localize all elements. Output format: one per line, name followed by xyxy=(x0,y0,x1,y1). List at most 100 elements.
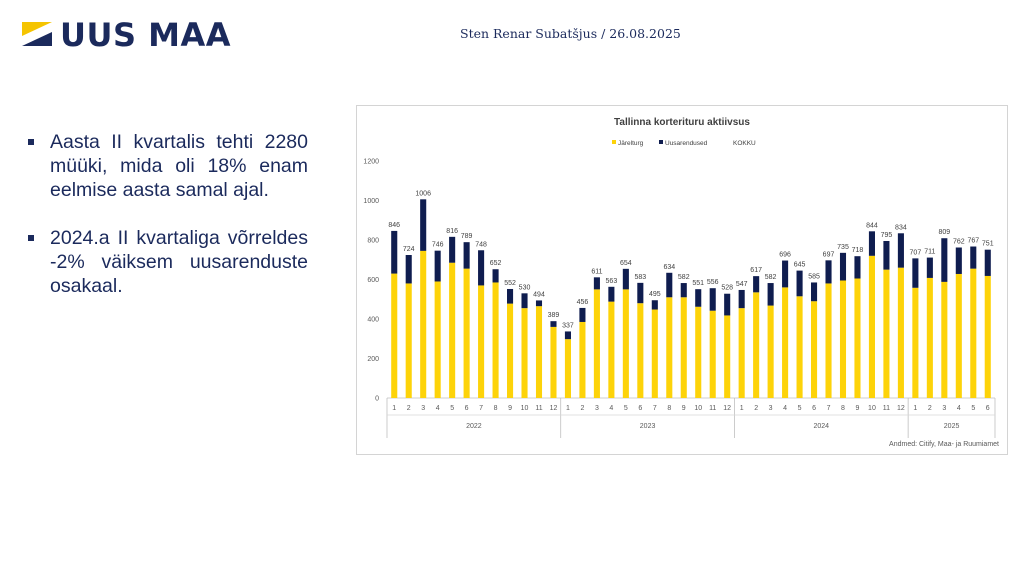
bar-new-development xyxy=(478,250,485,286)
bullet-text: Aasta II kvartalis tehti 2280 müüki, mid… xyxy=(50,131,308,201)
x-tick-label: 6 xyxy=(986,405,990,412)
bar-new-development xyxy=(579,307,586,322)
bar-resale xyxy=(854,278,861,398)
bar-new-development xyxy=(449,236,456,263)
bar-resale xyxy=(811,301,818,398)
x-tick-label: 1 xyxy=(566,405,570,412)
x-tick-label: 4 xyxy=(609,405,613,412)
bar-new-development xyxy=(521,293,528,309)
x-group-label: 2022 xyxy=(466,423,482,430)
bar-new-development xyxy=(593,277,600,290)
bar-resale xyxy=(637,303,644,398)
bar-resale xyxy=(883,269,890,398)
total-data-label: 652 xyxy=(490,260,502,267)
bar-new-development xyxy=(463,242,470,269)
total-data-label: 816 xyxy=(446,228,458,235)
y-tick-label: 0 xyxy=(375,396,379,403)
x-tick-label: 3 xyxy=(595,405,599,412)
bar-new-development xyxy=(839,252,847,281)
bar-new-development xyxy=(666,272,673,298)
bar-resale xyxy=(753,292,760,398)
x-tick-label: 4 xyxy=(957,405,961,412)
bullet-text: 2024.a II kvartaliga võrreldes -2% väiks… xyxy=(50,227,308,297)
bar-new-development xyxy=(868,231,875,256)
bar-new-development xyxy=(651,300,658,310)
y-tick-label: 800 xyxy=(367,238,379,245)
total-data-label: 337 xyxy=(562,322,574,329)
x-tick-label: 3 xyxy=(769,405,773,412)
x-tick-label: 2 xyxy=(754,405,758,412)
total-data-label: 746 xyxy=(432,242,444,249)
chart-title: Tallinna korterituru aktiivsus xyxy=(614,117,750,128)
total-data-label: 762 xyxy=(953,239,965,246)
y-tick-label: 1200 xyxy=(363,159,379,166)
total-data-label: 530 xyxy=(519,284,531,291)
bar-resale xyxy=(449,262,456,398)
bar-new-development xyxy=(883,240,890,270)
x-tick-label: 2 xyxy=(580,405,584,412)
bar-new-development xyxy=(420,199,427,251)
total-data-label: 735 xyxy=(837,244,849,251)
bar-resale xyxy=(391,273,398,398)
bar-new-development xyxy=(622,268,629,290)
x-tick-label: 9 xyxy=(856,405,860,412)
bar-resale xyxy=(666,297,673,398)
x-tick-label: 6 xyxy=(812,405,816,412)
source-note: Andmed: Citify, Maa- ja Ruumiamet xyxy=(889,441,999,448)
bar-resale xyxy=(984,275,991,398)
bar-new-development xyxy=(695,289,702,307)
x-tick-label: 1 xyxy=(913,405,917,412)
total-data-label: 697 xyxy=(823,251,835,258)
total-data-label: 795 xyxy=(881,232,893,239)
logo-wordmark: UUS MAA xyxy=(60,16,232,54)
total-data-label: 834 xyxy=(895,224,907,231)
x-tick-label: 9 xyxy=(508,405,512,412)
total-data-label: 563 xyxy=(606,278,618,285)
x-tick-label: 1 xyxy=(392,405,396,412)
bar-new-development xyxy=(507,288,514,304)
total-data-label: 551 xyxy=(692,280,704,287)
bar-resale xyxy=(593,289,600,398)
bar-resale xyxy=(941,281,948,398)
x-tick-label: 8 xyxy=(667,405,671,412)
square-bullet-icon xyxy=(28,139,34,145)
bar-resale xyxy=(680,297,687,398)
x-tick-label: 9 xyxy=(682,405,686,412)
bar-new-development xyxy=(796,270,803,297)
bar-new-development xyxy=(854,256,861,279)
bar-new-development xyxy=(391,230,398,274)
total-data-label: 748 xyxy=(475,241,487,248)
total-data-label: 582 xyxy=(678,274,690,281)
total-data-label: 711 xyxy=(924,249,935,256)
x-tick-label: 5 xyxy=(624,405,628,412)
total-data-label: 809 xyxy=(938,229,950,236)
x-tick-label: 11 xyxy=(709,405,716,412)
total-data-label: 789 xyxy=(461,233,473,240)
bar-new-development xyxy=(492,269,499,283)
bar-resale xyxy=(622,289,629,398)
total-data-label: 456 xyxy=(577,299,589,306)
x-tick-label: 10 xyxy=(868,405,876,412)
total-data-label: 582 xyxy=(765,274,777,281)
y-tick-label: 200 xyxy=(367,356,379,363)
bar-resale xyxy=(608,301,615,398)
x-tick-label: 2 xyxy=(407,405,411,412)
bar-resale xyxy=(724,315,731,398)
total-data-label: 696 xyxy=(779,252,791,259)
x-tick-label: 10 xyxy=(694,405,702,412)
stacked-bar-chart: Tallinna korterituru aktiivsus Järelturg U… xyxy=(363,117,999,448)
bar-new-development xyxy=(912,258,919,288)
total-data-label: 547 xyxy=(736,281,748,288)
total-data-label: 718 xyxy=(852,247,864,254)
x-group-label: 2025 xyxy=(944,423,960,430)
bar-resale xyxy=(463,268,470,398)
bar-new-development xyxy=(825,260,832,284)
legend-swatch xyxy=(612,140,616,144)
bullet-item: Aasta II kvartalis tehti 2280 müüki, mid… xyxy=(28,130,308,202)
total-data-label: 528 xyxy=(721,285,733,292)
total-data-label: 654 xyxy=(620,260,632,267)
x-tick-label: 11 xyxy=(883,405,890,412)
x-tick-label: 7 xyxy=(827,405,831,412)
uus-maa-logo: UUS MAA xyxy=(22,16,254,54)
bar-resale xyxy=(492,282,499,398)
